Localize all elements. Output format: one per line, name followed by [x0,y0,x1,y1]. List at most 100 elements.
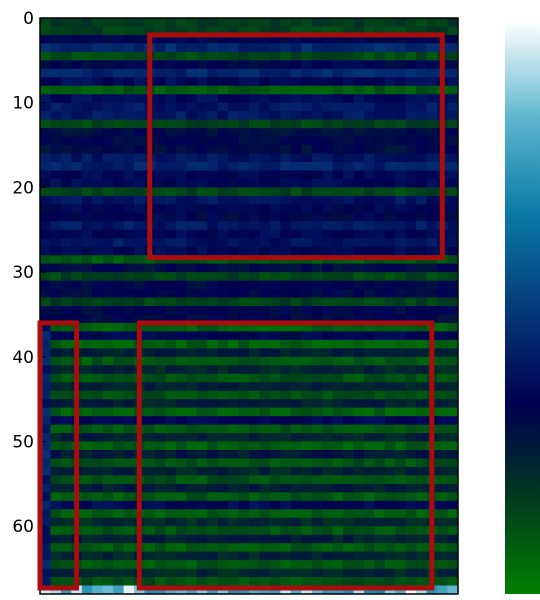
heatmap-cell [123,255,135,265]
heatmap-cell [374,119,386,129]
heatmap-cell [395,43,407,53]
heatmap-cell [228,34,240,45]
heatmap-cell [332,18,344,28]
heatmap-cell [102,26,114,36]
heatmap-cell [92,272,104,282]
heatmap-cell [81,297,93,307]
heatmap-cell [40,187,52,197]
heatmap-cell [259,212,271,222]
y-tick-label: 20 [12,178,34,198]
heatmap-cell [113,162,125,172]
heatmap-cell [175,306,187,316]
heatmap-cell [50,399,62,409]
heatmap-cell [374,356,386,366]
heatmap-cell [102,424,114,434]
heatmap-cell [165,314,177,324]
heatmap-cell [353,500,365,510]
heatmap-cell [113,26,125,36]
heatmap-cell [50,128,62,138]
heatmap-cell [343,517,355,527]
heatmap-cell [50,534,62,544]
heatmap-cell [447,382,458,392]
heatmap-cell [395,238,407,248]
heatmap-cell [332,119,344,129]
heatmap-cell [405,77,417,87]
heatmap-cell [343,272,355,282]
heatmap-cell [238,26,250,36]
heatmap-cell [144,551,156,561]
heatmap-cell [81,526,93,536]
heatmap-cell [50,306,62,316]
heatmap-cell [259,424,271,434]
heatmap-cell [269,221,281,231]
heatmap-cell [40,466,52,477]
heatmap-cell [60,297,72,307]
heatmap-cell [290,128,302,138]
heatmap-cell [40,170,52,180]
heatmap-cell [416,128,428,138]
heatmap-cell [207,85,219,95]
heatmap-cell [416,272,428,282]
heatmap-cell [207,526,219,536]
heatmap-cell [259,119,271,129]
heatmap-cell [259,111,271,121]
heatmap-cell [416,204,428,214]
heatmap-cell [165,297,177,307]
heatmap-cell [416,551,428,561]
heatmap-cell [405,280,417,290]
heatmap-cell [259,85,271,95]
heatmap-cell [426,26,438,36]
heatmap-cell [50,195,62,205]
heatmap-cell [405,331,417,341]
heatmap-cell [60,466,72,477]
heatmap-cell [102,322,114,333]
heatmap-cell [60,26,72,36]
heatmap-cell [102,441,114,451]
heatmap-cell [40,551,52,561]
heatmap-cell [405,500,417,510]
heatmap-cell [447,416,458,426]
heatmap-cell [81,272,93,282]
heatmap-cell [92,322,104,333]
heatmap-cell [269,60,281,70]
heatmap-cell [92,466,104,477]
heatmap-cell [92,526,104,536]
heatmap-cell [290,77,302,87]
heatmap-cell [363,229,375,239]
heatmap-cell [92,136,104,146]
heatmap-cell [81,85,93,95]
heatmap-cell [207,204,219,214]
heatmap-cell [290,68,302,78]
heatmap-cell [207,407,219,417]
heatmap-cell [40,407,52,417]
heatmap-cell [395,128,407,138]
heatmap-cell [322,424,334,434]
heatmap-cell [447,289,458,299]
heatmap-cell [290,145,302,155]
heatmap-cell [374,43,386,53]
heatmap-cell [269,26,281,36]
heatmap-cell [322,221,334,231]
heatmap-cell [353,26,365,36]
heatmap-cell [186,543,198,553]
heatmap-cell [405,365,417,375]
heatmap-cell [437,458,449,468]
heatmap-cell [228,229,240,239]
heatmap-cell [259,577,271,587]
heatmap-cell [238,517,250,527]
heatmap-cell [426,187,438,197]
heatmap-cell [228,382,240,392]
heatmap-cell [259,500,271,510]
heatmap-cell [395,551,407,561]
heatmap-cell [92,221,104,231]
heatmap-cell [384,297,396,307]
heatmap-cell [123,373,135,383]
heatmap-cell [175,229,187,239]
heatmap-cell [384,170,396,180]
heatmap-cell [322,382,334,392]
heatmap-cell [301,221,313,231]
heatmap-cell [196,517,208,527]
heatmap-cell [353,102,365,112]
heatmap-cell [374,77,386,87]
heatmap-cell [81,390,93,400]
